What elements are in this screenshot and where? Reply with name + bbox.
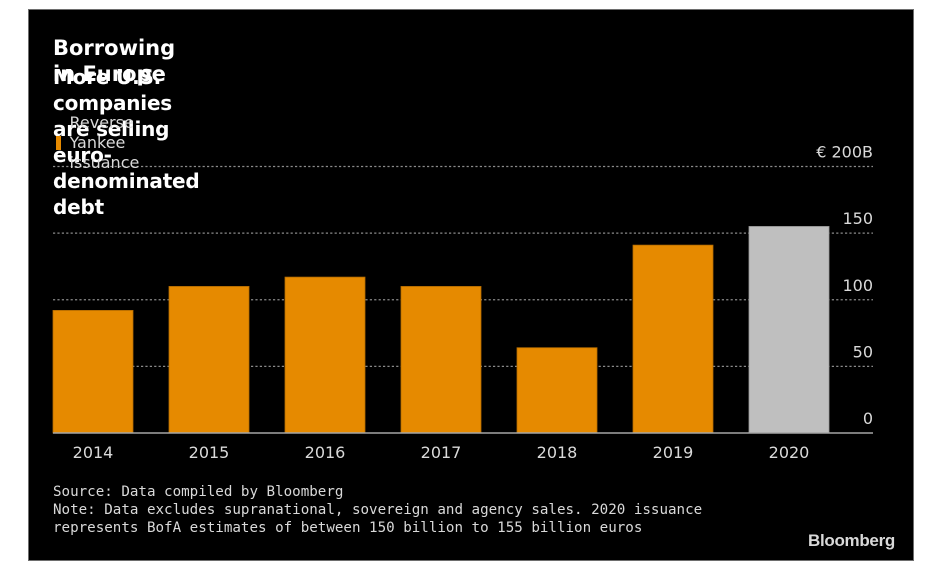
footer-notes: Source: Data compiled by Bloomberg Note:…: [53, 483, 702, 537]
footer-area: Source: Data compiled by Bloomberg Note:…: [28, 9, 914, 561]
y-tick-label-50: 50: [853, 342, 873, 361]
bar-2018: [516, 347, 598, 434]
bar-2016: [284, 276, 366, 434]
bar-2019: [632, 244, 714, 434]
x-tick-label-2017: 2017: [421, 443, 462, 462]
y-axis-labels: 0 50 100 150 € 200B: [816, 143, 873, 429]
x-axis-labels: 2014 2015 2016 2017 2018 2019 2020: [73, 443, 810, 462]
bars: [52, 226, 830, 434]
chart-title: Borrowing in Europe: [53, 36, 176, 86]
x-tick-label-2019: 2019: [653, 443, 694, 462]
x-tick-label-2020: 2020: [769, 443, 810, 462]
legend-label: Reverse Yankee issuance: [69, 113, 140, 172]
x-tick-label-2018: 2018: [537, 443, 578, 462]
chart-subtitle: More U.S. companies are selling euro-den…: [53, 65, 200, 219]
y-tick-label-150: 150: [842, 209, 873, 228]
source-text: Source: Data compiled by Bloomberg: [53, 484, 344, 500]
bar-2020: [748, 226, 830, 434]
y-tick-label-100: 100: [842, 276, 873, 295]
legend-swatch: [56, 136, 62, 150]
note-text-line2: represents BofA estimates of between 150…: [53, 520, 643, 536]
bar-2015: [168, 286, 250, 434]
x-tick-label-2015: 2015: [189, 443, 230, 462]
x-tick-label-2016: 2016: [305, 443, 346, 462]
y-tick-label-0: 0: [863, 409, 873, 428]
x-tick-label-2014: 2014: [73, 443, 114, 462]
bloomberg-logo: Bloomberg: [807, 531, 895, 550]
legend: Reverse Yankee issuance: [56, 113, 148, 173]
bar-2017: [400, 286, 482, 434]
y-tick-label-200: € 200B: [816, 143, 873, 162]
note-text-line1: Note: Data excludes supranational, sover…: [53, 502, 703, 518]
